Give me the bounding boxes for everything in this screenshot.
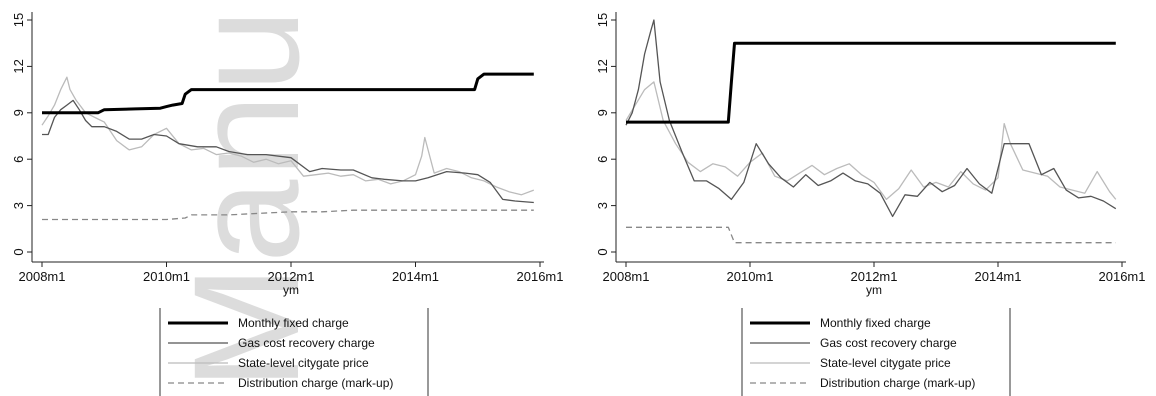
legend-label: Distribution charge (mark-up) bbox=[820, 376, 975, 390]
x-tick-label: 2014m1 bbox=[392, 269, 439, 284]
series-line-3 bbox=[626, 226, 1116, 244]
legend-label: Monthly fixed charge bbox=[238, 316, 349, 330]
y-tick-label: 6 bbox=[11, 156, 26, 163]
x-tick-label: 2008m1 bbox=[603, 269, 650, 284]
y-tick-label: 12 bbox=[11, 59, 26, 73]
series-line-2 bbox=[625, 81, 1117, 201]
y-tick-label: 15 bbox=[595, 13, 610, 27]
x-tick-label: 2008m1 bbox=[19, 269, 66, 284]
y-tick-label: 9 bbox=[595, 109, 610, 116]
y-tick-label: 6 bbox=[595, 156, 610, 163]
legend-label: Gas cost recovery charge bbox=[820, 336, 957, 350]
series-line-3 bbox=[42, 209, 534, 221]
x-tick-label: 2016m1 bbox=[1099, 269, 1146, 284]
chart-left: 0 3 6 9 12 15 2008m1 2010m1 2012m1 2014m1 2016m1 ym… bbox=[11, 12, 563, 396]
chart-right: 0 3 6 9 12 15 2008m1 2010m1 2012m1 2014m1 2016m1 ym… bbox=[595, 12, 1145, 396]
x-axis-title: ym bbox=[866, 283, 882, 297]
series-line-0 bbox=[42, 72, 534, 115]
legend-label: State-level citygate price bbox=[820, 356, 951, 370]
legend-label: State-level citygate price bbox=[238, 356, 369, 370]
x-tick-label: 2016m1 bbox=[517, 269, 564, 284]
x-tick-label: 2012m1 bbox=[851, 269, 898, 284]
x-tick-label: 2010m1 bbox=[143, 269, 190, 284]
series-line-2 bbox=[41, 76, 535, 196]
x-tick-label: 2010m1 bbox=[727, 269, 774, 284]
series-line-1 bbox=[625, 19, 1117, 218]
y-tick-label: 15 bbox=[11, 13, 26, 27]
x-tick-label: 2012m1 bbox=[268, 269, 315, 284]
y-tick-label: 3 bbox=[11, 202, 26, 209]
y-tick-label: 3 bbox=[595, 202, 610, 209]
x-tick-label: 2014m1 bbox=[975, 269, 1022, 284]
y-tick-label: 0 bbox=[11, 248, 26, 255]
y-tick-label: 0 bbox=[595, 248, 610, 255]
series-line-1 bbox=[42, 99, 534, 204]
y-tick-label: 9 bbox=[11, 109, 26, 116]
y-tick-label: 12 bbox=[595, 59, 610, 73]
legend-label: Monthly fixed charge bbox=[820, 316, 931, 330]
series-line-0 bbox=[626, 41, 1116, 124]
legend-label: Gas cost recovery charge bbox=[238, 336, 375, 350]
x-axis-title: ym bbox=[283, 283, 299, 297]
legend-label: Distribution charge (mark-up) bbox=[238, 376, 393, 390]
